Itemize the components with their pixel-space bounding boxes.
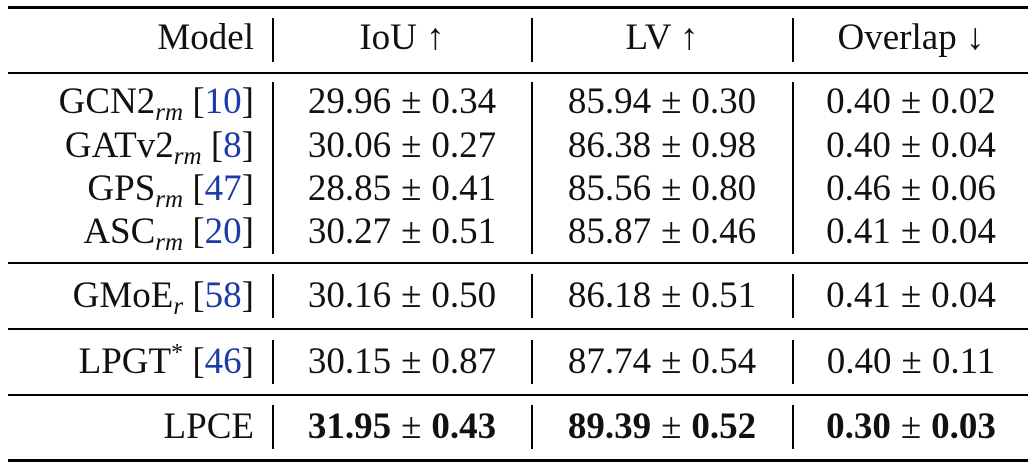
table-cell-iou: 31.95 ±0.43 bbox=[307, 406, 497, 447]
model-subscript: r bbox=[173, 293, 184, 320]
table-cell-iou: 29.96 ±0.34 bbox=[307, 81, 497, 122]
citation-link[interactable]: 8 bbox=[223, 125, 242, 166]
table-cell-lv: 89.39 ±0.52 bbox=[567, 406, 757, 447]
table-cell-overlap: 0.40 ±0.02 bbox=[826, 81, 996, 122]
table-row-model: GPSrm [47] bbox=[87, 168, 254, 213]
model-superscript: * bbox=[171, 340, 184, 366]
bottom-rule bbox=[8, 459, 1028, 462]
table-row-model: LPGT* [46] bbox=[78, 340, 254, 382]
group-rule-2 bbox=[8, 328, 1028, 330]
model-subscript: rm bbox=[155, 99, 184, 126]
column-separator bbox=[272, 405, 274, 449]
table-cell-overlap: 0.30 ±0.03 bbox=[826, 406, 996, 447]
model-name: GCN2 bbox=[58, 81, 156, 122]
column-separator bbox=[272, 82, 274, 254]
group-rule-1 bbox=[8, 262, 1028, 264]
column-separator bbox=[792, 274, 794, 318]
table-cell-lv: 85.56 ±0.80 bbox=[567, 168, 757, 209]
column-separator bbox=[531, 274, 533, 318]
model-subscript: rm bbox=[155, 229, 184, 256]
citation-link[interactable]: 10 bbox=[204, 81, 242, 122]
model-name: GATv2 bbox=[64, 125, 174, 166]
column-separator bbox=[792, 18, 794, 62]
table-cell-lv: 85.94 ±0.30 bbox=[567, 81, 757, 122]
table-cell-iou: 30.06 ±0.27 bbox=[307, 125, 497, 166]
model-name: ASC bbox=[83, 211, 156, 252]
column-separator bbox=[272, 18, 274, 62]
column-separator bbox=[531, 405, 533, 449]
citation-link[interactable]: 20 bbox=[204, 211, 242, 252]
top-rule bbox=[8, 6, 1028, 9]
header-lv: LV ↑ bbox=[625, 17, 699, 58]
model-name: LPGT bbox=[78, 341, 172, 382]
model-name: GPS bbox=[87, 168, 156, 209]
table-cell-lv: 87.74 ±0.54 bbox=[567, 341, 757, 382]
model-name: LPCE bbox=[163, 406, 254, 447]
table-cell-iou: 30.16 ±0.50 bbox=[307, 275, 497, 316]
table-cell-overlap: 0.41 ±0.04 bbox=[826, 275, 996, 316]
column-separator bbox=[531, 82, 533, 254]
table-cell-iou: 30.27 ±0.51 bbox=[307, 211, 497, 252]
header-model: Model bbox=[157, 17, 254, 58]
table-cell-overlap: 0.41 ±0.04 bbox=[826, 211, 996, 252]
table-cell-overlap: 0.46 ±0.06 bbox=[826, 168, 996, 209]
table-cell-iou: 28.85 ±0.41 bbox=[307, 168, 497, 209]
table-cell-lv: 86.38 ±0.98 bbox=[567, 125, 757, 166]
table-cell-overlap: 0.40 ±0.11 bbox=[826, 341, 996, 382]
table-row-model: GCN2rm [10] bbox=[58, 81, 254, 126]
model-subscript: rm bbox=[173, 143, 202, 170]
table-cell-overlap: 0.40 ±0.04 bbox=[826, 125, 996, 166]
column-separator bbox=[792, 340, 794, 384]
table-row-model: ASCrm [20] bbox=[83, 211, 254, 256]
table-row-model: LPCE bbox=[164, 405, 254, 449]
group-rule-3 bbox=[8, 394, 1028, 396]
citation-link[interactable]: 58 bbox=[204, 275, 242, 316]
column-separator bbox=[272, 340, 274, 384]
column-separator bbox=[531, 18, 533, 62]
table-row-model: GATv2rm [8] bbox=[64, 125, 254, 170]
model-name: GMoE bbox=[72, 275, 174, 316]
citation-link[interactable]: 46 bbox=[204, 341, 242, 382]
column-separator bbox=[792, 405, 794, 449]
table-cell-lv: 85.87 ±0.46 bbox=[567, 211, 757, 252]
header-overlap: Overlap ↓ bbox=[837, 17, 985, 58]
column-separator bbox=[272, 274, 274, 318]
column-separator bbox=[792, 82, 794, 254]
citation-link[interactable]: 47 bbox=[204, 168, 242, 209]
table-row-model: GMoEr [58] bbox=[72, 275, 254, 320]
table-cell-iou: 30.15 ±0.87 bbox=[307, 341, 497, 382]
column-separator bbox=[531, 340, 533, 384]
header-rule bbox=[8, 72, 1028, 74]
model-subscript: rm bbox=[155, 186, 184, 213]
table-cell-lv: 86.18 ±0.51 bbox=[567, 275, 757, 316]
header-iou: IoU ↑ bbox=[359, 17, 445, 58]
